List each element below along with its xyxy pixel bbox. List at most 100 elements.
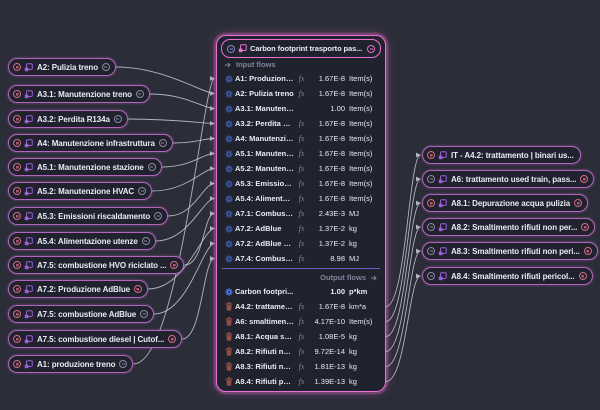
plus-circle-icon[interactable] <box>133 285 142 293</box>
plus-circle-icon[interactable] <box>427 151 435 159</box>
center-node-header[interactable]: Carbon footprint trasporto pas... <box>221 39 381 58</box>
minus-circle-icon[interactable] <box>427 175 435 183</box>
plus-circle-icon[interactable] <box>427 199 435 207</box>
upstream-activity-node[interactable]: A7.5: combustione diesel | Cutof... <box>8 330 183 348</box>
minus-circle-icon[interactable] <box>367 44 375 53</box>
flow-row[interactable]: A4: Manutenzio... fx 1.67E-8 Item(s) <box>221 131 381 146</box>
flow-unit: km*a <box>349 302 367 311</box>
flow-unit: Item(s) <box>349 194 373 203</box>
flow-row[interactable]: A7.2: AdBlue fx 1.37E-2 kg <box>221 221 381 236</box>
plus-circle-icon[interactable] <box>583 247 592 255</box>
plus-circle-icon[interactable] <box>13 285 21 293</box>
flow-amount: 1.37E-2 <box>318 239 345 248</box>
flow-row[interactable]: A4.2: trattamen... fx 1.67E-8 km*a <box>221 299 381 314</box>
plus-circle-icon[interactable] <box>13 187 21 195</box>
flow-row[interactable]: A1: Produzione t... fx 1.67E-8 Item(s) <box>221 71 381 86</box>
flow-row[interactable]: A8.4: Rifiuti per... fx 1.39E-13 kg <box>221 374 381 389</box>
plus-circle-icon[interactable] <box>578 272 587 280</box>
plus-circle-icon[interactable] <box>170 261 179 269</box>
minus-circle-icon[interactable] <box>140 310 149 318</box>
section-divider <box>222 268 380 269</box>
gear-icon <box>223 149 235 158</box>
flow-row[interactable]: A5.1: Manutenzi... fx 1.67E-8 Item(s) <box>221 146 381 161</box>
flow-row[interactable]: A7.4: Combustio... fx 8.98 MJ <box>221 251 381 266</box>
upstream-activity-node[interactable]: A5.4: Alimentazione utenze <box>8 232 156 250</box>
downstream-activity-node[interactable]: A8.1: Depurazione acqua pulizia <box>422 194 589 212</box>
minus-circle-icon[interactable] <box>427 247 435 255</box>
flow-row[interactable]: A5.4: Alimentazi... fx 1.67E-8 Item(s) <box>221 191 381 206</box>
flow-unit: Item(s) <box>349 89 373 98</box>
plus-circle-icon[interactable] <box>13 63 21 71</box>
flow-row[interactable]: A5.3: Emissioni r... fx 1.67E-8 Item(s) <box>221 176 381 191</box>
minus-circle-icon[interactable] <box>138 187 147 195</box>
flow-amount: 1.00 <box>330 287 345 296</box>
flow-label: A5.3: Emissioni r... <box>235 179 296 188</box>
downstream-activity-node[interactable]: A8.2: Smaltimento rifiuti non per... <box>422 218 596 236</box>
plus-circle-icon[interactable] <box>581 223 590 231</box>
plus-circle-icon[interactable] <box>13 360 21 368</box>
flow-label: A2: Pulizia treno <box>235 89 294 98</box>
upstream-activity-node[interactable]: A5.1: Manutenzione stazione <box>8 158 162 176</box>
center-activity-node[interactable]: Carbon footprint trasporto pas... Input … <box>216 35 386 392</box>
flow-row[interactable]: A8.1: Acqua sca... fx 1.08E-5 kg <box>221 329 381 344</box>
downstream-activity-node[interactable]: IT - A4.2: trattamento | binari us... <box>422 146 581 164</box>
upstream-activity-node[interactable]: A4: Manutenzione infrastruttura <box>8 134 173 152</box>
plus-circle-icon[interactable] <box>580 175 589 183</box>
minus-circle-icon[interactable] <box>427 223 435 231</box>
flow-row[interactable]: Carbon footpri... 1.00 p*km <box>221 284 381 299</box>
minus-circle-icon[interactable] <box>158 139 167 147</box>
upstream-activity-node[interactable]: A7.5: combustione AdBlue <box>8 305 155 323</box>
flow-amount: 1.67E-8 <box>318 302 345 311</box>
plus-circle-icon[interactable] <box>13 261 21 269</box>
flow-row[interactable]: A7.1: Combustio... fx 2.43E-3 MJ <box>221 206 381 221</box>
flow-row[interactable]: A2: Pulizia treno fx 1.67E-8 Item(s) <box>221 86 381 101</box>
flow-row[interactable]: A6: smaltiment... fx 4.17E-10 Item(s) <box>221 314 381 329</box>
upstream-activity-node[interactable]: A7.5: combustione HVO riciclato ... <box>8 256 185 274</box>
plus-circle-icon[interactable] <box>13 163 21 171</box>
minus-circle-icon[interactable] <box>119 360 128 368</box>
plus-circle-icon[interactable] <box>13 115 21 123</box>
flow-edge <box>385 224 421 352</box>
downstream-activity-node[interactable]: A6: trattamento used train, pass... <box>422 170 595 188</box>
flow-unit: Item(s) <box>349 317 373 326</box>
plus-circle-icon[interactable] <box>13 310 21 318</box>
flow-label: A5.2: Manutenzi... <box>235 164 296 173</box>
upstream-activity-node[interactable]: A5.2: Manutenzione HVAC <box>8 182 153 200</box>
plus-circle-icon[interactable] <box>574 199 583 207</box>
minus-circle-icon[interactable] <box>141 237 150 245</box>
plus-circle-icon[interactable] <box>13 237 21 245</box>
minus-circle-icon[interactable] <box>101 63 110 71</box>
gear-icon <box>223 224 235 233</box>
flow-row[interactable]: A7.2: AdBlue co... fx 1.37E-2 kg <box>221 236 381 251</box>
minus-circle-icon[interactable] <box>135 90 144 98</box>
flow-row[interactable]: A3.2: Perdita R1... fx 1.67E-8 Item(s) <box>221 116 381 131</box>
minus-circle-icon[interactable] <box>427 272 435 280</box>
plus-circle-icon[interactable] <box>13 335 21 343</box>
flow-row[interactable]: A3.1: Manutenzi... 1.00 Item(s) <box>221 101 381 116</box>
minus-circle-icon[interactable] <box>113 115 122 123</box>
flow-edge <box>152 166 215 192</box>
activity-icon <box>24 62 33 72</box>
flow-row[interactable]: A8.2: Rifiuti non... fx 9.72E-14 kg <box>221 344 381 359</box>
upstream-activity-node[interactable]: A1: produzione treno <box>8 355 134 373</box>
flow-row[interactable]: A8.3: Rifiuti non... fx 1.81E-13 kg <box>221 359 381 374</box>
upstream-activity-node[interactable]: A7.2: Produzione AdBlue <box>8 280 148 298</box>
upstream-activity-node[interactable]: A3.2: Perdita R134a <box>8 110 128 128</box>
downstream-activity-node[interactable]: A8.3: Smaltimento rifiuti non peri... <box>422 242 598 260</box>
upstream-activity-node[interactable]: A5.3: Emissioni riscaldamento <box>8 207 169 225</box>
plus-circle-icon[interactable] <box>13 90 21 98</box>
flow-row[interactable]: A5.2: Manutenzi... fx 1.67E-8 Item(s) <box>221 161 381 176</box>
plus-circle-icon[interactable] <box>13 139 21 147</box>
flow-edge <box>149 93 215 111</box>
minus-circle-icon[interactable] <box>147 163 156 171</box>
upstream-activity-node[interactable]: A3.1: Manutenzione treno <box>8 85 150 103</box>
plus-circle-icon[interactable] <box>13 212 21 220</box>
minus-circle-icon[interactable] <box>154 212 163 220</box>
activity-icon <box>24 334 33 344</box>
plus-circle-icon[interactable] <box>168 335 177 343</box>
downstream-activity-node[interactable]: A8.4: Smaltimento rifiuti pericol... <box>422 267 593 285</box>
formula-icon: fx <box>298 118 305 128</box>
upstream-activity-node[interactable]: A2: Pulizia treno <box>8 58 116 76</box>
minus-circle-icon[interactable] <box>227 44 235 53</box>
